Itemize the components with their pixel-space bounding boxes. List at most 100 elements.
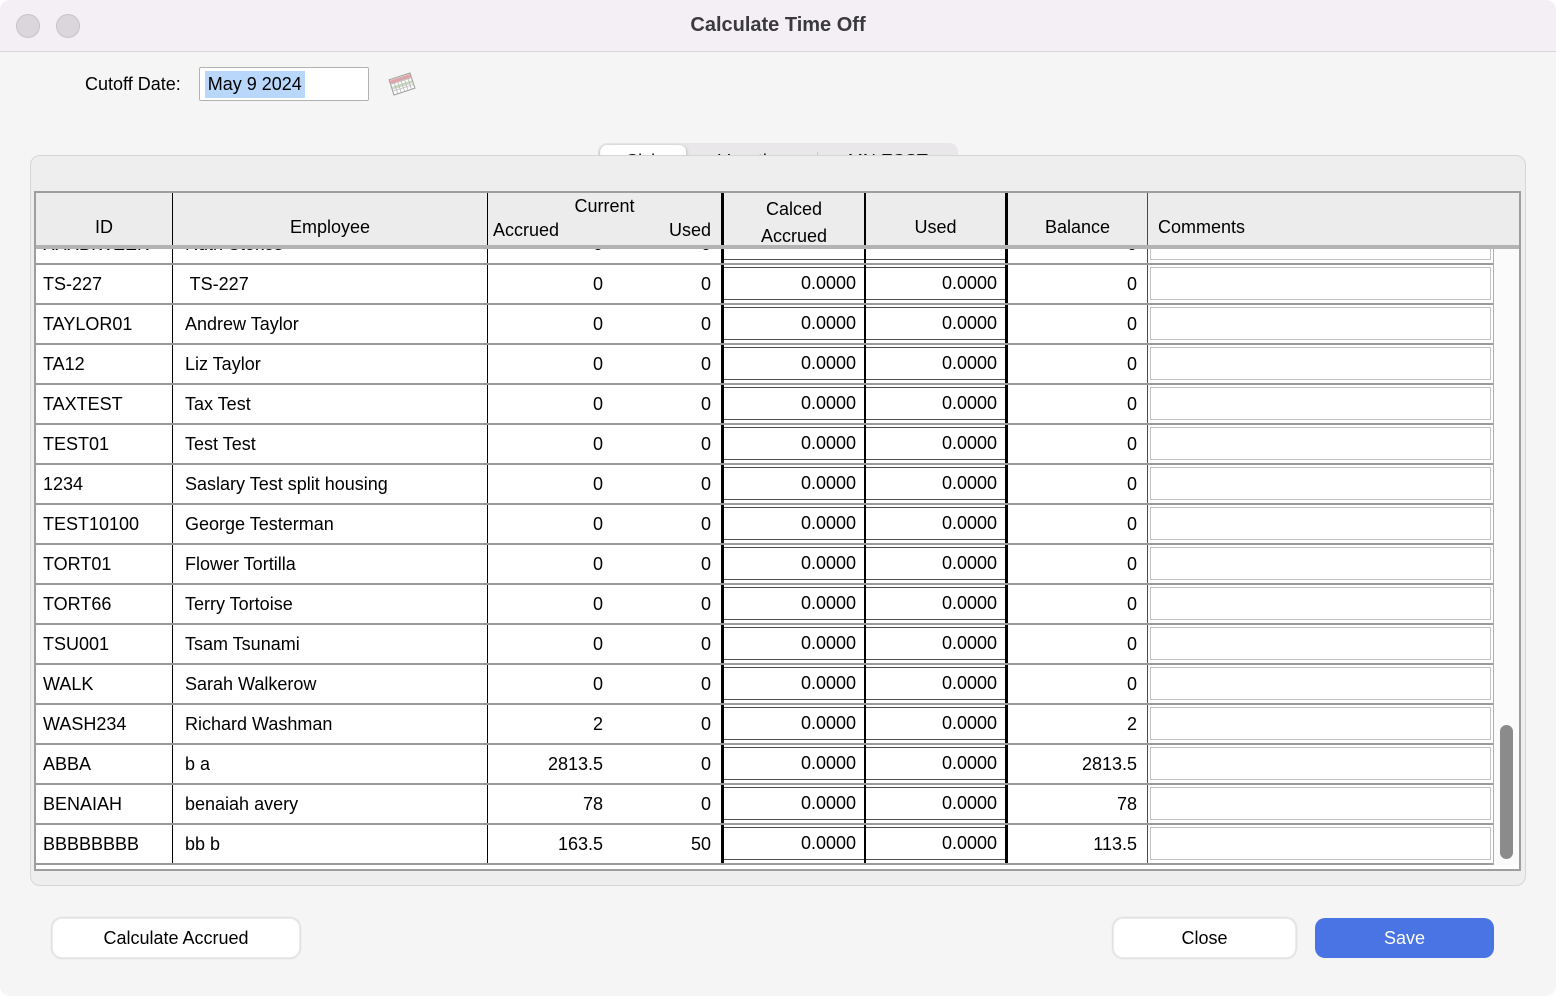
calced-accrued-field[interactable]: 0.0000 <box>724 249 864 260</box>
calced-accrued-field[interactable]: 0.0000 <box>724 747 864 780</box>
calced-accrued-field[interactable]: 0.0000 <box>724 667 864 700</box>
cell-comments <box>1148 745 1493 783</box>
calced-accrued-field[interactable]: 0.0000 <box>724 387 864 420</box>
comments-field[interactable] <box>1150 547 1491 580</box>
table-row[interactable]: TAYLOR01 Andrew Taylor 0 0 0.0000 0.0000 0 <box>36 305 1493 345</box>
calced-accrued-field[interactable]: 0.0000 <box>724 307 864 340</box>
calced-accrued-field[interactable]: 0.0000 <box>724 507 864 540</box>
cell-balance: 0 <box>1008 545 1148 583</box>
comments-field[interactable] <box>1150 467 1491 500</box>
cell-balance: 0 <box>1008 585 1148 623</box>
cell-calced-accrued: 0.0000 <box>724 825 866 863</box>
vertical-scrollbar[interactable] <box>1493 249 1519 865</box>
calced-used-field[interactable]: 0.0000 <box>866 547 1005 580</box>
table-row[interactable]: TEST10100 George Testerman 0 0 0.0000 0.0000 0 <box>36 505 1493 545</box>
table-row[interactable]: WALK Sarah Walkerow 0 0 0.0000 0.0000 0 <box>36 665 1493 705</box>
calced-accrued-field[interactable]: 0.0000 <box>724 547 864 580</box>
calced-accrued-field[interactable]: 0.0000 <box>724 467 864 500</box>
cutoff-date-label: Cutoff Date: <box>85 73 181 94</box>
tab-content-panel: ID Employee Current Accrued Used Calced … <box>30 155 1526 886</box>
calced-used-field[interactable]: 0.0000 <box>866 787 1005 820</box>
cell-comments <box>1148 465 1493 503</box>
table-row[interactable]: ABBA b a 2813.5 0 0.0000 0.0000 2813.5 <box>36 745 1493 785</box>
comments-field[interactable] <box>1150 307 1491 340</box>
table-row[interactable]: BENAIAH benaiah avery 78 0 0.0000 0.0000 78 <box>36 785 1493 825</box>
cell-current-accrued: 0 <box>592 353 603 374</box>
cell-comments <box>1148 345 1493 383</box>
comments-field[interactable] <box>1150 347 1491 380</box>
cell-comments <box>1148 825 1493 863</box>
cutoff-date-value: May 9 2024 <box>204 70 305 98</box>
window-minimize-button[interactable] <box>56 14 80 38</box>
comments-field[interactable] <box>1150 387 1491 420</box>
calced-used-field[interactable]: 0.0000 <box>866 587 1005 620</box>
calced-used-field[interactable]: 0.0000 <box>866 347 1005 380</box>
scrollbar-thumb[interactable] <box>1500 725 1513 859</box>
cell-id: TS-227 <box>36 265 173 303</box>
header-balance: Balance <box>1008 193 1148 245</box>
comments-field[interactable] <box>1150 267 1491 300</box>
calced-used-field[interactable]: 0.0000 <box>866 267 1005 300</box>
calced-used-field[interactable]: 0.0000 <box>866 307 1005 340</box>
close-button[interactable]: Close <box>1113 918 1296 958</box>
cell-calced-accrued: 0.0000 <box>724 249 866 263</box>
cell-id: BENAIAH <box>36 785 173 823</box>
comments-field[interactable] <box>1150 427 1491 460</box>
calced-accrued-field[interactable]: 0.0000 <box>724 427 864 460</box>
comments-field[interactable] <box>1150 249 1491 260</box>
calced-used-field[interactable]: 0.0000 <box>866 387 1005 420</box>
cell-comments <box>1148 625 1493 663</box>
table-row[interactable]: BBBBBBBB bb b 163.5 50 0.0000 0.0000 113.5 <box>36 825 1493 865</box>
cell-current-used: 0 <box>611 785 724 823</box>
cell-comments <box>1148 265 1493 303</box>
header-id: ID <box>36 193 173 245</box>
calced-used-field[interactable]: 0.0000 <box>866 827 1005 860</box>
table-row[interactable]: TA12 Liz Taylor 0 0 0.0000 0.0000 0 <box>36 345 1493 385</box>
cell-current-accrued: 2 <box>592 713 603 734</box>
comments-field[interactable] <box>1150 507 1491 540</box>
table-row[interactable]: TORT66 Terry Tortoise 0 0 0.0000 0.0000 0 <box>36 585 1493 625</box>
calced-used-field[interactable]: 0.0000 <box>866 467 1005 500</box>
comments-field[interactable] <box>1150 747 1491 780</box>
table-row[interactable]: TAXTEST Tax Test 0 0 0.0000 0.0000 0 <box>36 385 1493 425</box>
window-close-button[interactable] <box>16 14 40 38</box>
calced-accrued-field[interactable]: 0.0000 <box>724 267 864 300</box>
calced-used-field[interactable]: 0.0000 <box>866 427 1005 460</box>
calendar-icon[interactable] <box>385 68 419 100</box>
calced-accrued-field[interactable]: 0.0000 <box>724 587 864 620</box>
calced-used-field[interactable]: 0.0000 <box>866 249 1005 260</box>
cell-calced-accrued: 0.0000 <box>724 665 866 703</box>
calced-accrued-field[interactable]: 0.0000 <box>724 787 864 820</box>
table-row[interactable]: TS-227 TS-227 0 0 0.0000 0.0000 0 <box>36 265 1493 305</box>
table-row[interactable]: WASH234 Richard Washman 2 0 0.0000 0.0000 2 <box>36 705 1493 745</box>
save-button[interactable]: Save <box>1315 918 1494 958</box>
cutoff-date-input[interactable]: May 9 2024 <box>198 67 369 101</box>
cell-employee: benaiah avery <box>173 785 488 823</box>
calced-accrued-field[interactable]: 0.0000 <box>724 347 864 380</box>
comments-field[interactable] <box>1150 707 1491 740</box>
calced-used-field[interactable]: 0.0000 <box>866 627 1005 660</box>
cell-calced-used: 0.0000 <box>866 585 1008 623</box>
calced-accrued-field[interactable]: 0.0000 <box>724 707 864 740</box>
calced-accrued-field[interactable]: 0.0000 <box>724 627 864 660</box>
cell-employee: Ruth Stokes <box>173 249 488 263</box>
calced-used-field[interactable]: 0.0000 <box>866 667 1005 700</box>
cell-current-used: 0 <box>611 505 724 543</box>
cell-balance: 0 <box>1008 265 1148 303</box>
calced-used-field[interactable]: 0.0000 <box>866 707 1005 740</box>
comments-field[interactable] <box>1150 627 1491 660</box>
calced-accrued-field[interactable]: 0.0000 <box>724 827 864 860</box>
table-row[interactable]: 1234 Saslary Test split housing 0 0 0.0000 0.… <box>36 465 1493 505</box>
comments-field[interactable] <box>1150 667 1491 700</box>
calculate-accrued-button[interactable]: Calculate Accrued <box>52 918 300 958</box>
table-row[interactable]: TEST01 Test Test 0 0 0.0000 0.0000 0 <box>36 425 1493 465</box>
cell-employee: Terry Tortoise <box>173 585 488 623</box>
comments-field[interactable] <box>1150 827 1491 860</box>
table-row[interactable]: TSU001 Tsam Tsunami 0 0 0.0000 0.0000 0 <box>36 625 1493 665</box>
comments-field[interactable] <box>1150 587 1491 620</box>
comments-field[interactable] <box>1150 787 1491 820</box>
calced-used-field[interactable]: 0.0000 <box>866 507 1005 540</box>
calced-used-field[interactable]: 0.0000 <box>866 747 1005 780</box>
table-row[interactable]: TORT01 Flower Tortilla 0 0 0.0000 0.0000 0 <box>36 545 1493 585</box>
